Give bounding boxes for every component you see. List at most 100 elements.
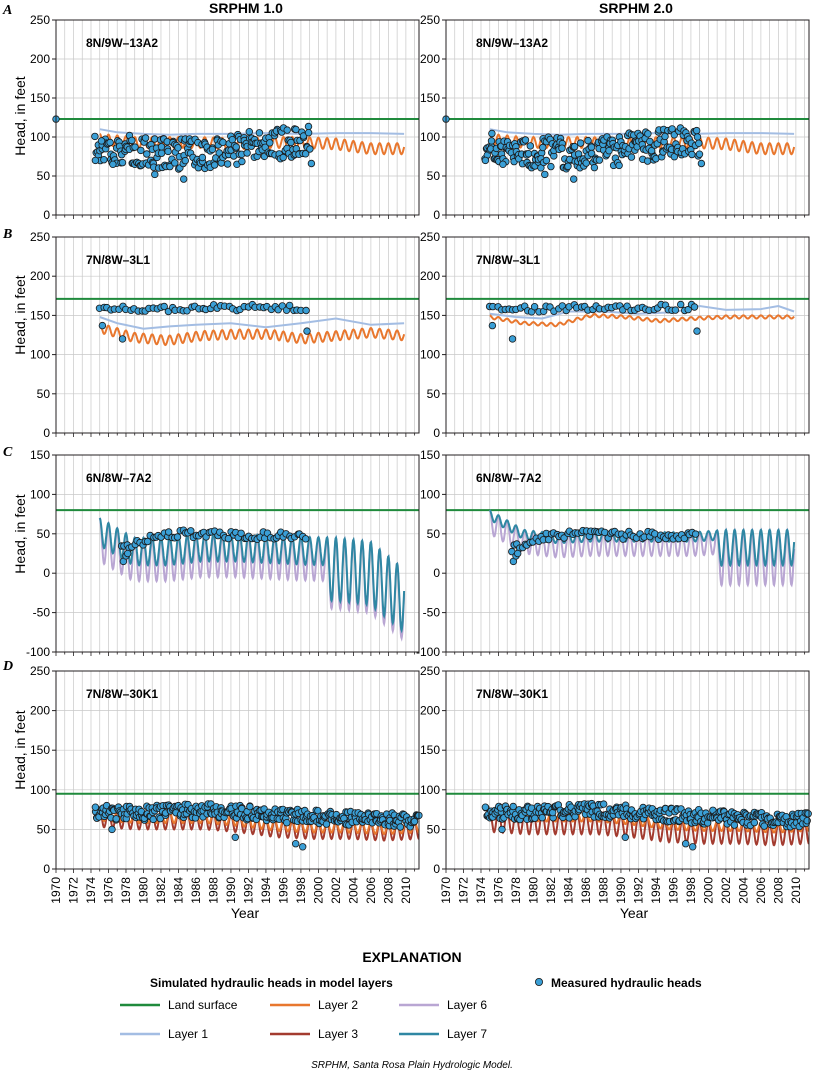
y-tick-label: 0: [43, 566, 50, 580]
measured-head-point: [595, 156, 604, 164]
measured-head-point: [224, 534, 233, 543]
measured-head-point: [689, 843, 697, 851]
measured-head-point: [677, 300, 685, 309]
y-tick-label: 0: [433, 208, 440, 222]
y-tick-label: 100: [30, 348, 50, 362]
series-l6-line: [488, 509, 796, 588]
y-tick-label: 100: [30, 487, 50, 501]
measured-head-point: [570, 175, 578, 183]
plot-frame: [55, 19, 420, 216]
measured-head-point: [690, 303, 699, 311]
measured-head-point: [644, 130, 652, 138]
measured-head-point: [695, 139, 703, 147]
measured-head-point: [542, 156, 551, 165]
measured-head-point: [600, 800, 608, 808]
measured-head-point: [587, 149, 596, 158]
measured-head-point: [232, 143, 240, 151]
column-title-srphm-2: SRPHM 2.0: [599, 0, 673, 16]
measured-head-point: [174, 144, 182, 152]
measured-head-point: [243, 149, 251, 157]
measured-head-point: [187, 527, 195, 535]
measured-head-point: [109, 160, 117, 168]
x-tick-label: 2010: [789, 877, 803, 904]
plot-frame: [445, 670, 810, 870]
measured-head-point: [118, 158, 127, 167]
measured-head-point: [137, 146, 145, 155]
x-tick-label: 1982: [544, 877, 558, 904]
x-tick-label: 1972: [456, 877, 470, 904]
legend-label-layer1: Layer 1: [168, 1027, 208, 1041]
y-tick-label: 150: [30, 743, 50, 757]
measured-head-point: [410, 817, 419, 826]
measured-head-point: [605, 146, 613, 155]
y-tick-label: 200: [30, 52, 50, 66]
measured-head-point: [538, 814, 546, 822]
x-tick-label: 1976: [491, 877, 505, 904]
y-tick-label: 200: [420, 269, 440, 283]
well-label: 8N/9W–13A2: [86, 36, 158, 50]
measured-head-point: [396, 823, 404, 831]
measured-head-point: [223, 160, 232, 168]
measured-head-point: [514, 549, 522, 558]
well-label: 8N/9W–13A2: [476, 36, 548, 50]
measured-head-point: [91, 156, 100, 165]
y-axis-label-c: Head, in feet: [12, 494, 28, 573]
y-tick-label: 250: [420, 13, 440, 27]
series-l2-line: [99, 322, 406, 347]
measured-head-point: [303, 327, 311, 335]
y-tick-label: 150: [420, 308, 440, 322]
measured-head-point: [98, 321, 107, 330]
y-tick-label: 100: [420, 783, 440, 797]
well-label: 7N/8W–30K1: [86, 687, 158, 701]
measured-head-point: [173, 533, 182, 541]
y-tick-label: -50: [33, 606, 51, 620]
x-tick-label: 2006: [754, 877, 768, 904]
measured-head-point: [691, 530, 700, 538]
x-tick-label: 1974: [84, 877, 98, 904]
x-tick-label: 1970: [49, 877, 63, 904]
plot-frame: [55, 236, 420, 434]
measured-head-point: [539, 143, 547, 152]
measured-head-point: [481, 803, 490, 811]
y-tick-label: 0: [43, 426, 50, 440]
measured-head-point: [106, 138, 114, 147]
measured-head-point: [112, 815, 120, 823]
measured-head-point: [278, 302, 286, 310]
measured-head-point: [509, 802, 517, 811]
y-tick-label: 250: [30, 13, 50, 27]
measured-head-point: [682, 840, 690, 848]
y-tick-label: -100: [416, 645, 440, 659]
x-tick-label: 2002: [719, 877, 733, 904]
x-tick-label: 1984: [561, 877, 575, 904]
measured-head-point: [292, 840, 300, 848]
plot-area-c-1: [56, 509, 419, 642]
x-axis-label-right: Year: [620, 905, 649, 921]
measured-head-point: [299, 843, 307, 851]
y-tick-label: -50: [423, 606, 441, 620]
y-axis-label-b: Head, in feet: [12, 275, 28, 354]
measured-head-point: [688, 150, 696, 159]
measured-head-point: [91, 132, 99, 141]
measured-head-point: [590, 163, 599, 172]
measured-head-point: [285, 301, 294, 310]
measured-head-point: [487, 137, 496, 145]
measured-head-point: [621, 833, 629, 841]
y-tick-label: 50: [37, 822, 51, 836]
measured-head-point: [219, 138, 227, 146]
measured-head-point: [322, 820, 331, 828]
y-tick-label: 50: [37, 387, 51, 401]
measured-head-point: [693, 327, 701, 335]
x-tick-label: 1970: [439, 877, 453, 904]
y-tick-label: 100: [30, 783, 50, 797]
y-axis-label-a: Head, in feet: [12, 76, 28, 155]
measured-head-point: [181, 156, 189, 165]
plot-frame: [55, 454, 420, 653]
x-tick-label: 1988: [206, 877, 220, 904]
panel-b-2: 0 50 100 150 200 250 7N/8W–3L1: [420, 230, 810, 440]
measured-head-point: [693, 133, 702, 141]
measured-head-point: [693, 126, 701, 135]
measured-head-point: [299, 132, 308, 140]
measured-head-point: [560, 534, 568, 542]
x-tick-label: 1994: [649, 877, 663, 904]
measured-head-point: [208, 145, 217, 154]
